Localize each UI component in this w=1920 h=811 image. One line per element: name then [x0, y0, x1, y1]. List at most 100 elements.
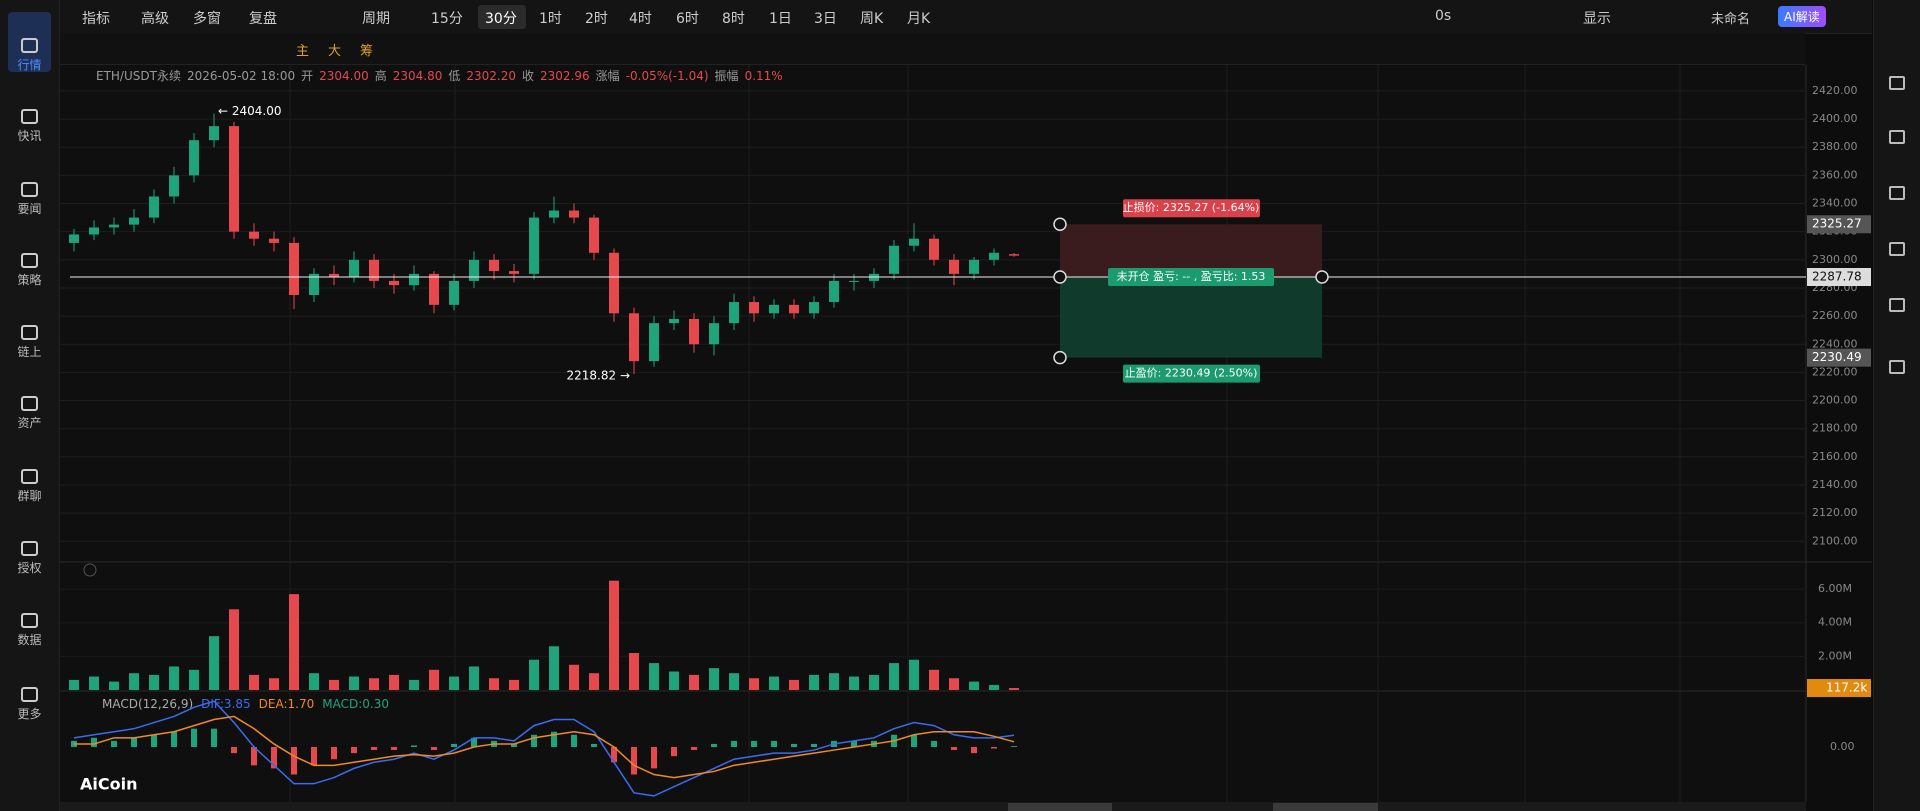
- y-tick-label: 2400.00: [1812, 112, 1858, 125]
- nav-icon[interactable]: [21, 469, 38, 484]
- nav-label[interactable]: 要闻: [17, 202, 42, 216]
- candle-body: [429, 273, 439, 305]
- toolbar-item[interactable]: 指标: [82, 11, 110, 27]
- volume-bar: [509, 679, 519, 690]
- toolbar-item[interactable]: 多窗: [193, 11, 221, 27]
- y-tick-label: 2180.00: [1812, 422, 1858, 435]
- macd-bar: [751, 740, 757, 747]
- candle-body: [709, 323, 719, 345]
- icon[interactable]: [1889, 360, 1905, 374]
- macd-bar: [391, 747, 397, 751]
- high-label: ← 2404.00: [218, 104, 282, 118]
- scroll-thumb[interactable]: [1273, 803, 1378, 811]
- chart: AiCoin ETH/USDT永续 2026-05-02 18:00 开 2304.0…: [60, 65, 1872, 811]
- volume-bar: [669, 671, 679, 690]
- interval[interactable]: 4时: [629, 11, 652, 27]
- header-item: 2026-05-02 18:00: [187, 69, 295, 83]
- interval[interactable]: 1日: [769, 11, 792, 27]
- icon[interactable]: [1889, 76, 1905, 90]
- interval[interactable]: 30分: [485, 11, 517, 27]
- nav-icon[interactable]: [21, 325, 38, 340]
- volume-bar: [89, 676, 99, 690]
- nav-label[interactable]: 群聊: [17, 489, 42, 503]
- nav-icon[interactable]: [21, 253, 38, 268]
- pane-toggle[interactable]: [83, 563, 97, 577]
- interval[interactable]: 3日: [814, 11, 837, 27]
- y-tick-label: 6.00M: [1818, 582, 1852, 595]
- interval[interactable]: 8时: [722, 11, 745, 27]
- scrollbar[interactable]: [60, 802, 1806, 811]
- overlay-toggle[interactable]: 主: [296, 44, 310, 59]
- macd-bar: [171, 731, 177, 747]
- header-item: -0.05%(-1.04): [626, 69, 709, 83]
- macd-header: MACD(12,26,9) DIF:3.85 DEA:1.70 MACD:0.30: [102, 697, 389, 711]
- overlay-toggle[interactable]: 筹: [360, 44, 374, 59]
- nav-icon[interactable]: [21, 396, 38, 411]
- nav-label[interactable]: 数据: [17, 633, 42, 647]
- candle-body: [549, 210, 559, 218]
- price-tag-bg: [1807, 215, 1871, 234]
- layout-name[interactable]: 未命名: [1711, 12, 1751, 27]
- nav-icon[interactable]: [21, 613, 38, 628]
- icon[interactable]: [1889, 242, 1905, 256]
- toolbar-item[interactable]: 复盘: [249, 11, 277, 27]
- interval[interactable]: 6时: [676, 11, 699, 27]
- volume-bar: [909, 659, 919, 690]
- interval[interactable]: 2时: [585, 11, 608, 27]
- toolbar-item[interactable]: 周期: [362, 11, 390, 27]
- handle[interactable]: [1315, 270, 1329, 284]
- active-interval-bg: [478, 5, 526, 29]
- icon[interactable]: [1889, 186, 1905, 200]
- ohlc-header: ETH/USDT永续 2026-05-02 18:00 开 2304.00 高 2304.…: [96, 68, 783, 83]
- ai-button[interactable]: AI解读: [1778, 6, 1826, 27]
- icon[interactable]: [1889, 298, 1905, 312]
- nav-icon[interactable]: [21, 182, 38, 197]
- macd-bar: [1011, 746, 1017, 747]
- volume-bar: [969, 681, 979, 690]
- nav-label[interactable]: 策略: [17, 273, 42, 287]
- nav-label[interactable]: 行情: [17, 58, 42, 72]
- nav-label[interactable]: 资产: [17, 416, 42, 430]
- y-tick-label: 2200.00: [1812, 394, 1858, 407]
- nav-label[interactable]: 授权: [17, 561, 42, 575]
- interval[interactable]: 月K: [907, 11, 931, 27]
- macd-bar: [931, 740, 937, 747]
- candle-body: [629, 313, 639, 362]
- nav-label[interactable]: 快讯: [17, 129, 42, 143]
- interval[interactable]: 15分: [431, 11, 463, 27]
- candle-body: [729, 302, 739, 324]
- handle[interactable]: [1053, 270, 1067, 284]
- candle-body: [669, 318, 679, 324]
- overlay-toggle[interactable]: 大: [328, 44, 342, 59]
- volume-tag-bg: [1807, 679, 1871, 698]
- nav-icon[interactable]: [21, 38, 38, 53]
- timer[interactable]: 0s: [1435, 8, 1452, 24]
- toolbar-item[interactable]: 高级: [141, 11, 169, 27]
- volume-bar: [329, 679, 339, 690]
- volume-bar: [449, 676, 459, 690]
- macd-bar: [791, 743, 797, 747]
- nav-label[interactable]: 链上: [17, 345, 42, 359]
- volume-tag: 117.2k: [1826, 681, 1867, 695]
- candle-body: [829, 280, 839, 303]
- candle-body: [469, 259, 479, 281]
- scroll-thumb[interactable]: [1008, 803, 1112, 811]
- position-label: 止盈价: 2230.49 (2.50%): [1125, 367, 1258, 380]
- candle-body: [309, 273, 319, 295]
- macd-bar: [911, 734, 917, 747]
- macd-bar: [511, 743, 517, 747]
- candle-body: [409, 273, 419, 286]
- handle[interactable]: [1053, 350, 1067, 365]
- macd-bar: [591, 743, 597, 747]
- nav-label[interactable]: 更多: [17, 707, 42, 721]
- icon[interactable]: [1889, 130, 1905, 144]
- nav-icon[interactable]: [21, 541, 38, 556]
- handle[interactable]: [1053, 217, 1067, 231]
- nav-icon[interactable]: [21, 687, 38, 702]
- y-tick-label: 2.00M: [1818, 649, 1852, 662]
- nav-icon[interactable]: [21, 109, 38, 124]
- interval[interactable]: 1时: [539, 11, 562, 27]
- volume-bar: [309, 673, 319, 690]
- interval[interactable]: 周K: [860, 11, 884, 27]
- display-toggle[interactable]: 显示: [1583, 11, 1611, 27]
